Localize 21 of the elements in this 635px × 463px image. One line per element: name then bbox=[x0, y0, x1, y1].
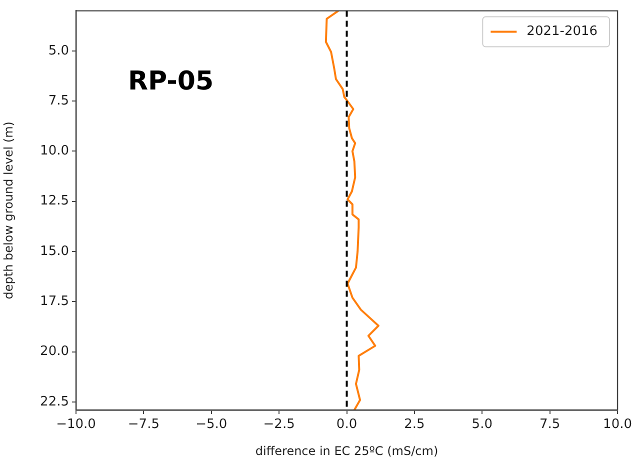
x-tick-label: −2.5 bbox=[263, 417, 295, 432]
annotation: RP-05 bbox=[128, 66, 214, 97]
x-tick-label: 5.0 bbox=[472, 417, 492, 432]
legend-label: 2021-2016 bbox=[526, 24, 598, 40]
y-tick-label: 20.0 bbox=[40, 344, 69, 360]
y-tick-label: 22.5 bbox=[40, 394, 69, 410]
x-tick-label: −5.0 bbox=[196, 417, 228, 432]
x-axis-title: difference in EC 25ºC (mS/cm) bbox=[255, 444, 438, 458]
y-axis-title: depth below ground level (m) bbox=[1, 122, 16, 300]
y-tick-label: 10.0 bbox=[40, 144, 69, 159]
y-tick-label: 12.5 bbox=[40, 194, 69, 209]
x-tick-label: −7.5 bbox=[128, 417, 160, 432]
x-tick-label: 0.0 bbox=[336, 417, 358, 432]
y-tick-label: 7.5 bbox=[48, 93, 69, 108]
y-tick-label: 5.0 bbox=[48, 43, 69, 58]
x-tick-label: 2.5 bbox=[404, 417, 425, 432]
x-tick-label: 10.0 bbox=[603, 417, 632, 432]
x-tick-label: −10.0 bbox=[56, 417, 96, 432]
x-tick-label: 7.5 bbox=[539, 417, 560, 432]
y-tick-label: 17.5 bbox=[40, 294, 69, 310]
y-tick-label: 15.0 bbox=[40, 244, 69, 259]
